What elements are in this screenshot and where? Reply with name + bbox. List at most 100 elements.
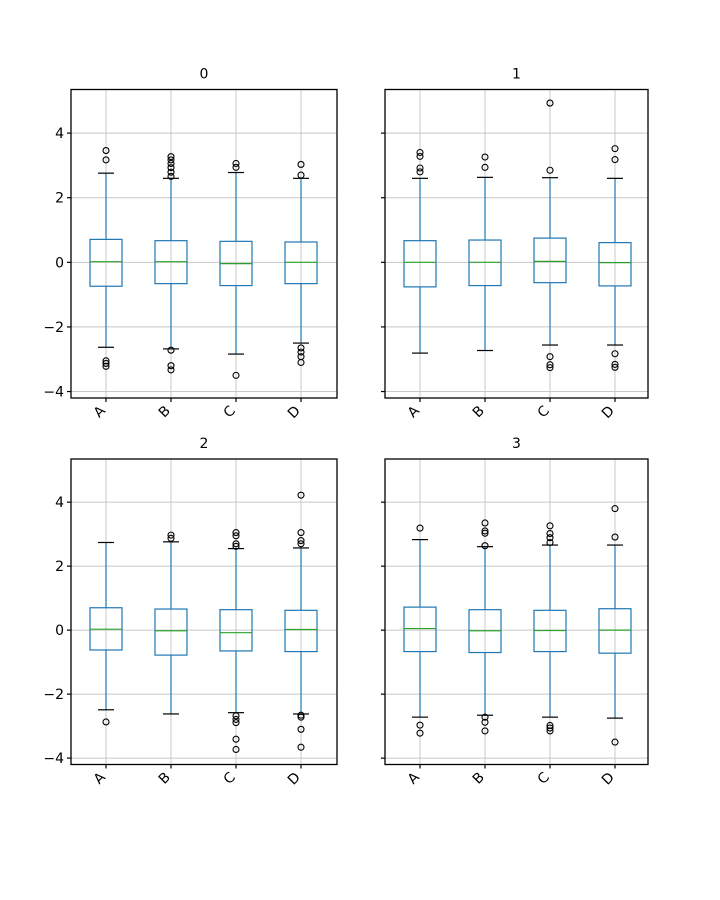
outlier-point — [546, 534, 554, 542]
outlier-point — [546, 538, 554, 547]
outlier-point — [297, 491, 305, 499]
y-tick-label: 4 — [55, 495, 64, 511]
outlier-point — [297, 160, 305, 168]
x-tick-label: A — [91, 769, 109, 787]
outlier-point — [611, 505, 619, 513]
outlier-point — [232, 745, 240, 754]
box-rect — [403, 240, 437, 288]
outlier-point — [297, 725, 305, 733]
box-rect — [89, 238, 123, 287]
subplot-title: 0 — [200, 67, 209, 83]
y-tick-label: −4 — [43, 751, 64, 767]
x-tick-label: C — [535, 403, 553, 421]
x-tick-label: B — [156, 770, 174, 788]
box-rect — [403, 606, 437, 653]
outlier-point — [232, 542, 240, 550]
x-tick-label: A — [405, 769, 423, 787]
box-rect — [598, 608, 632, 654]
box-D — [284, 160, 318, 367]
outlier-point — [167, 531, 175, 539]
outlier-point — [481, 163, 489, 171]
outlier-point — [297, 713, 305, 721]
y-tick-label: 2 — [55, 559, 64, 575]
outlier-point — [102, 362, 110, 370]
box-A — [89, 147, 123, 370]
box-B — [154, 153, 188, 374]
outlier-point — [102, 147, 110, 155]
outlier-point — [481, 519, 489, 527]
x-tick-label: C — [221, 403, 239, 421]
outlier-point — [297, 358, 305, 367]
outlier-point — [297, 743, 305, 751]
box-C — [219, 159, 253, 379]
outlier-point — [416, 168, 424, 176]
outlier-point — [102, 359, 110, 367]
subplot-1: A B C D 1 — [381, 67, 649, 422]
outlier-point — [416, 148, 424, 157]
outlier-point — [611, 533, 619, 541]
outlier-point — [167, 156, 175, 164]
plot-frame — [70, 458, 338, 766]
outlier-point — [611, 145, 619, 153]
subplot-title: 1 — [512, 67, 521, 83]
box-B — [468, 519, 502, 735]
box-B — [154, 531, 188, 715]
outlier-point — [611, 360, 619, 368]
y-tick-label: 4 — [55, 126, 64, 142]
subplot-title: 2 — [200, 436, 209, 452]
outlier-point — [481, 713, 489, 721]
outlier-point — [232, 712, 240, 720]
outlier-point — [546, 522, 554, 530]
outlier-point — [232, 719, 240, 727]
outlier-point — [611, 738, 619, 746]
outlier-point — [416, 729, 424, 737]
x-tick-label: D — [285, 770, 304, 789]
outlier-point — [232, 371, 240, 379]
outlier-point — [297, 529, 305, 537]
outlier-point — [102, 156, 110, 164]
outlier-point — [611, 363, 619, 371]
y-tick-label: 2 — [55, 191, 64, 207]
subplot-title: 3 — [512, 436, 521, 452]
outlier-point — [297, 171, 305, 179]
outlier-point — [546, 99, 554, 107]
grid — [71, 89, 337, 398]
box-D — [598, 505, 632, 746]
box-rect — [219, 609, 253, 652]
box-D — [284, 491, 318, 751]
box-D — [598, 145, 632, 371]
x-tick-label: D — [599, 403, 618, 422]
outlier-point — [232, 715, 240, 723]
box-rect — [598, 242, 632, 287]
outlier-point — [167, 366, 175, 374]
x-tick-label: B — [156, 403, 174, 421]
outlier-point — [611, 156, 619, 164]
outlier-point — [546, 727, 554, 735]
outlier-point — [167, 159, 175, 168]
outlier-point — [232, 735, 240, 743]
outlier-point — [416, 164, 424, 172]
grid — [71, 459, 337, 765]
box-A — [403, 148, 437, 354]
plot-frame — [384, 458, 649, 766]
box-rect — [284, 609, 318, 653]
box-A — [89, 541, 123, 726]
box-C — [219, 529, 253, 754]
y-tick-label: −2 — [43, 320, 64, 336]
outlier-point — [232, 532, 240, 540]
y-tick-label: −4 — [43, 385, 64, 401]
x-tick-label: D — [599, 770, 618, 789]
outlier-point — [167, 534, 175, 542]
subplot-0: −4 −2 0 2 4 A B C D 0 — [43, 67, 338, 422]
outlier-point — [481, 527, 489, 535]
outlier-point — [481, 727, 489, 735]
y-tick-label: −2 — [43, 687, 64, 703]
outlier-point — [416, 152, 424, 160]
box-C — [533, 522, 567, 735]
outlier-point — [297, 711, 305, 719]
outlier-point — [297, 348, 305, 356]
outlier-point — [232, 529, 240, 537]
y-tick-label: 0 — [55, 255, 64, 271]
outlier-point — [416, 524, 424, 532]
